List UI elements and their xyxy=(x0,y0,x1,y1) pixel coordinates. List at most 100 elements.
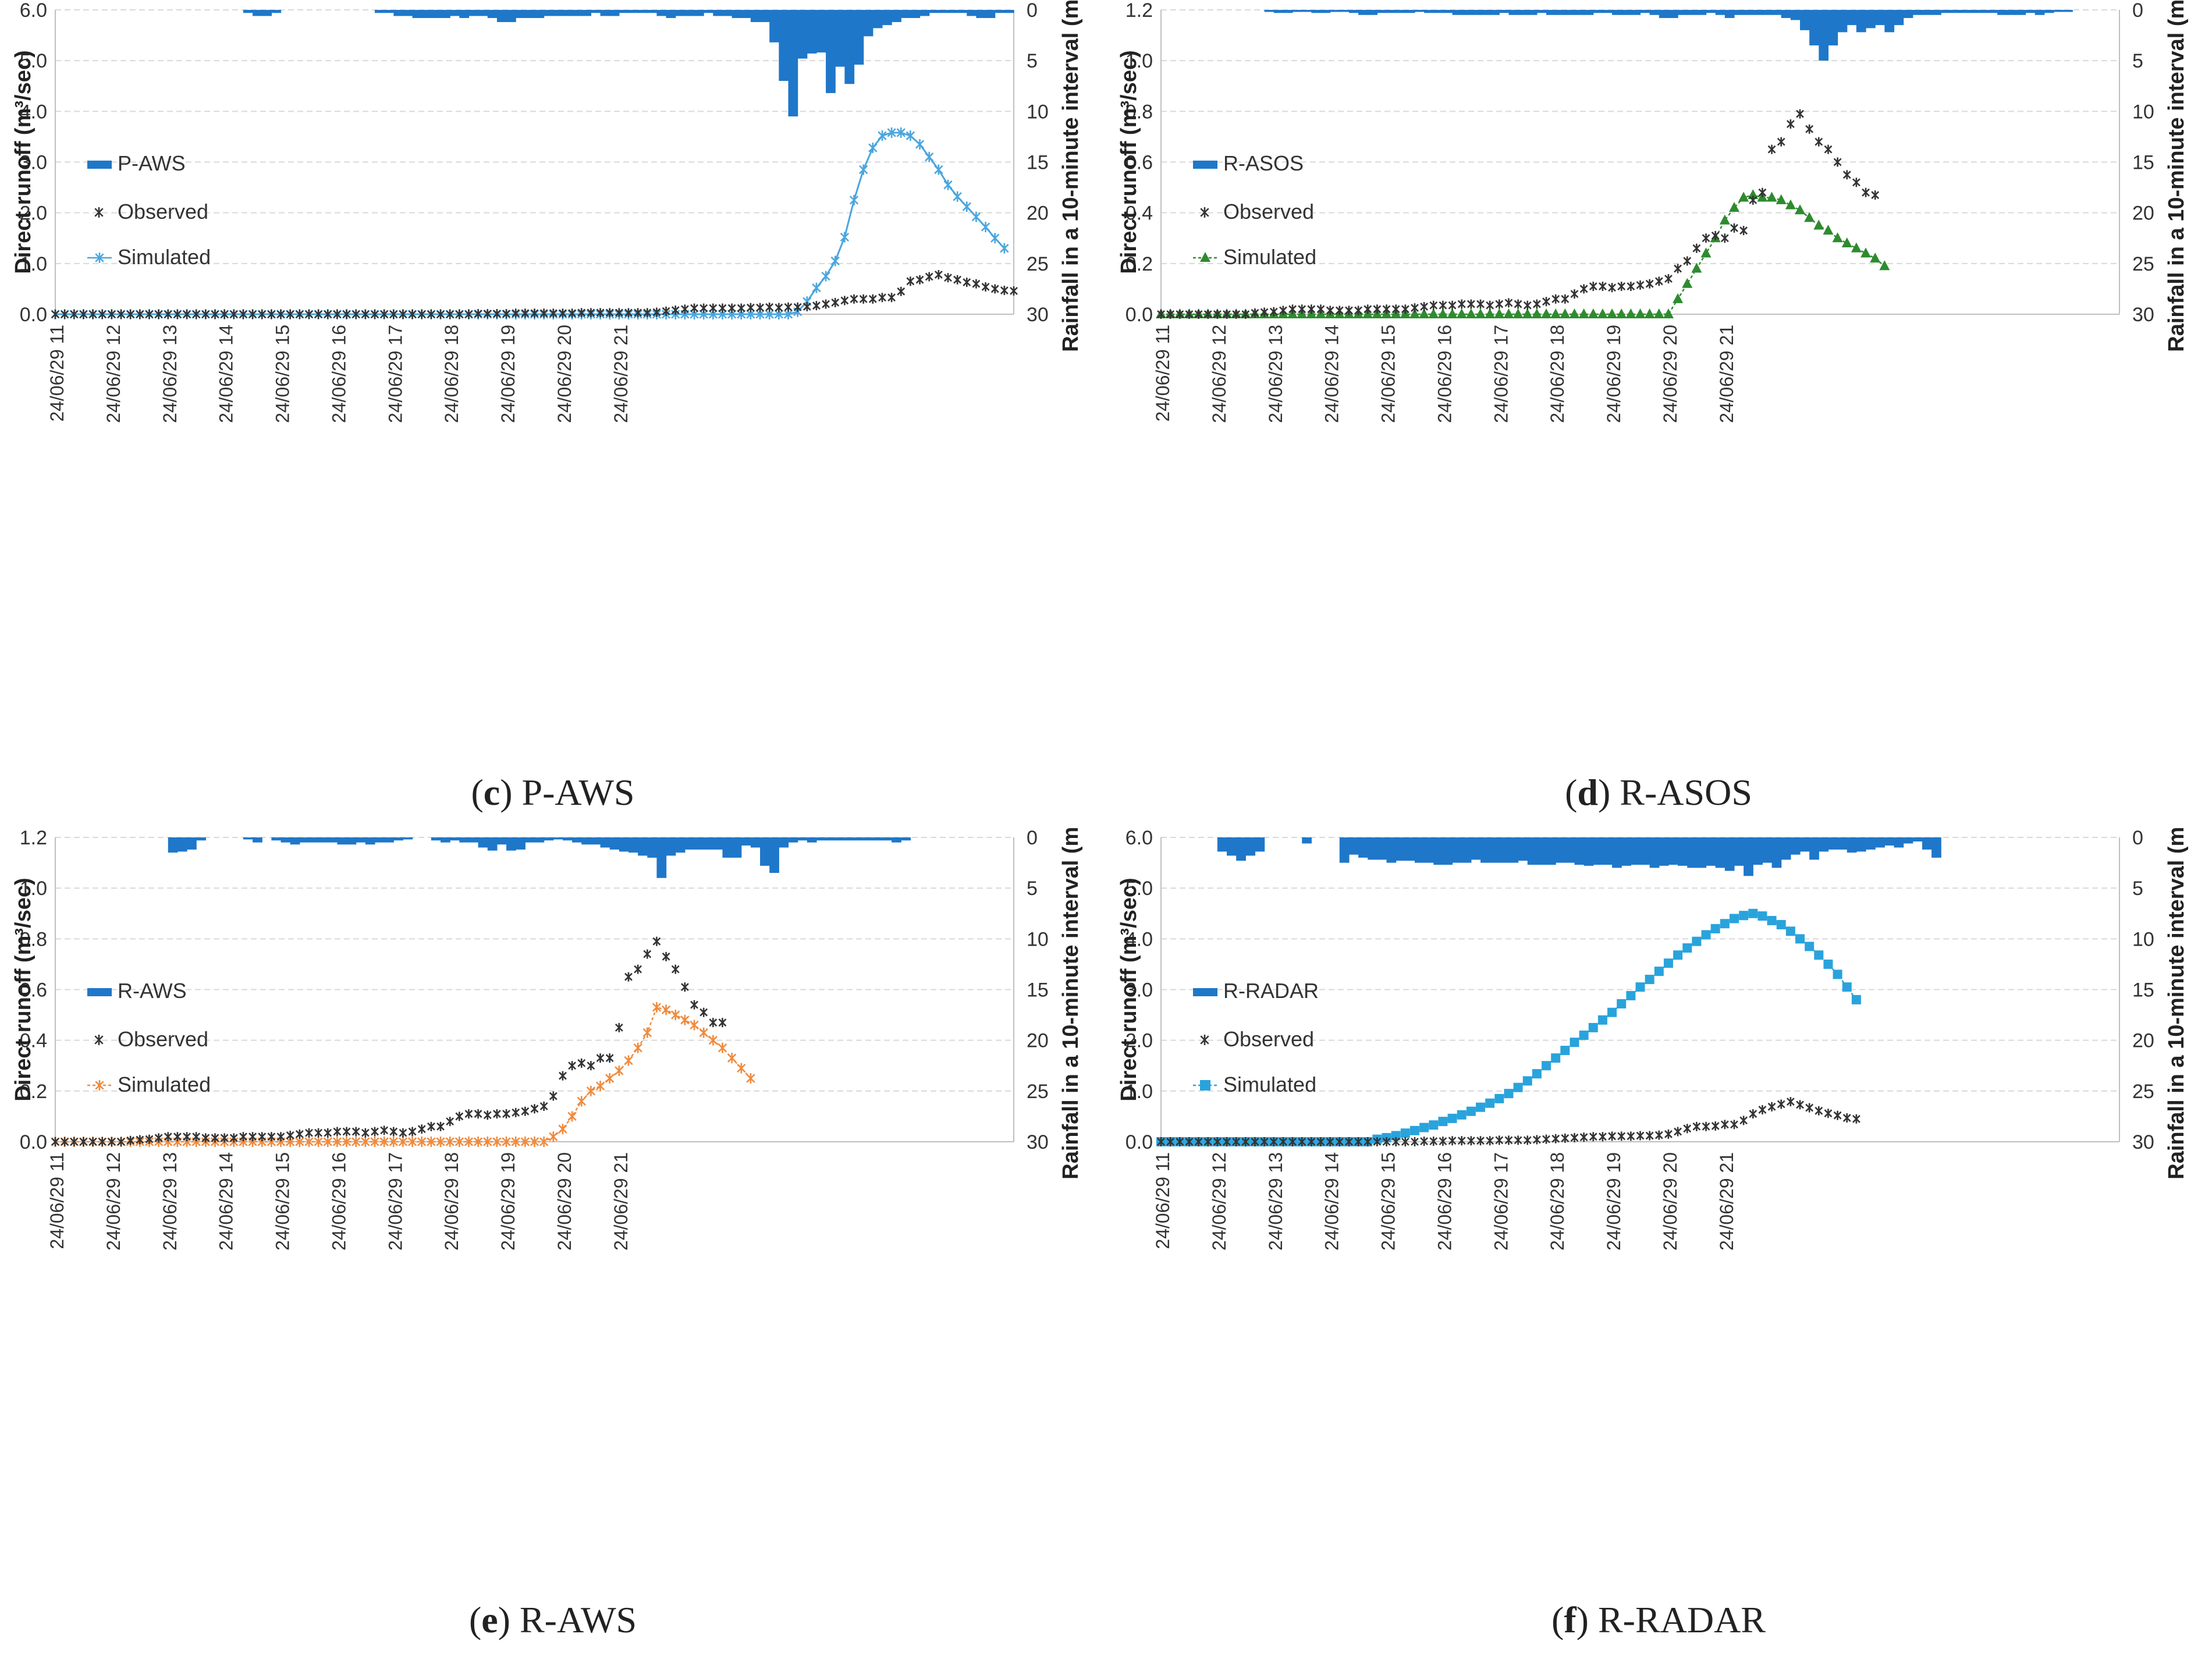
rain-bar-f-77 xyxy=(1884,837,1895,846)
observed-point-c-73 xyxy=(737,303,745,313)
observed-point-e-4 xyxy=(88,1137,97,1146)
rain-bar-e-80 xyxy=(807,837,817,843)
rain-bar-c-48 xyxy=(506,10,516,22)
rain-bar-c-20 xyxy=(243,10,253,13)
ytick-c-4: 4.0 xyxy=(20,101,47,123)
observed-point-e-59 xyxy=(605,1053,614,1063)
ytick-c-2: 2.0 xyxy=(20,203,47,225)
observed-point-d-10 xyxy=(1251,308,1259,318)
observed-point-c-14 xyxy=(183,310,191,319)
rain-bar-c-89 xyxy=(892,10,901,22)
rain-bar-f-80 xyxy=(1912,837,1923,841)
y2tick-f-2: 10 xyxy=(2132,928,2154,950)
observed-point-e-5 xyxy=(98,1137,106,1146)
rain-bar-f-42 xyxy=(1556,837,1565,863)
rain-bar-d-38 xyxy=(1518,10,1528,15)
observed-point-d-73 xyxy=(1842,170,1851,180)
xtick-d-4: 24/06/29 15 xyxy=(1378,325,1399,423)
observed-point-e-1 xyxy=(61,1137,69,1146)
observed-point-e-29 xyxy=(324,1128,332,1138)
xtick-e-8: 24/06/29 19 xyxy=(498,1152,519,1251)
rain-bar-d-33 xyxy=(1471,10,1481,15)
observed-point-d-60 xyxy=(1720,233,1729,243)
observed-point-e-49 xyxy=(512,1107,520,1117)
rain-bar-d-32 xyxy=(1461,10,1472,15)
observed-point-f-60 xyxy=(1720,1120,1729,1130)
rain-bar-d-74 xyxy=(1856,10,1866,33)
observed-point-e-39 xyxy=(417,1124,426,1134)
legend-rain-label-e: R-AWS xyxy=(118,979,187,1003)
rain-bar-e-34 xyxy=(375,837,385,843)
observed-point-c-13 xyxy=(173,310,182,319)
rain-bar-e-12 xyxy=(168,837,178,853)
observed-point-c-81 xyxy=(812,301,821,311)
simulated-point-f-30 xyxy=(1438,1117,1448,1127)
observed-point-f-48 xyxy=(1608,1131,1616,1141)
rain-bar-e-72 xyxy=(732,837,742,858)
rain-bar-f-67 xyxy=(1790,837,1801,855)
ytitle-left-c: Direct runoff (m³/sec) xyxy=(11,50,35,274)
observed-point-c-23 xyxy=(267,310,276,319)
rain-bar-c-41 xyxy=(441,10,450,18)
rain-bar-e-50 xyxy=(525,837,535,843)
observed-point-e-54 xyxy=(559,1071,567,1081)
observed-point-c-96 xyxy=(953,275,962,285)
legend-observed-marker-e xyxy=(94,1035,104,1045)
simulated-point-e-61 xyxy=(624,1055,633,1066)
rain-bar-d-52 xyxy=(1649,10,1660,15)
rain-bar-d-93 xyxy=(2035,10,2045,15)
caption-c: (c) P-AWS xyxy=(471,772,635,813)
rain-bar-c-86 xyxy=(863,10,874,37)
legend-sim-label-c: Simulated xyxy=(118,245,211,269)
simulated-point-c-89 xyxy=(887,127,896,138)
observed-point-e-11 xyxy=(154,1133,163,1143)
observed-point-e-23 xyxy=(267,1132,276,1142)
rain-bar-f-75 xyxy=(1866,837,1876,850)
simulated-point-d-36 xyxy=(1494,308,1505,318)
simulated-point-e-35 xyxy=(379,1137,389,1147)
observed-point-f-35 xyxy=(1486,1136,1494,1146)
simulated-point-f-31 xyxy=(1447,1113,1457,1123)
xtick-e-6: 24/06/29 17 xyxy=(385,1152,406,1251)
observed-point-e-36 xyxy=(389,1127,398,1137)
observed-point-e-71 xyxy=(718,1018,727,1028)
rain-bar-d-43 xyxy=(1565,10,1575,15)
simulated-point-f-29 xyxy=(1429,1120,1439,1130)
rain-bar-d-48 xyxy=(1612,10,1622,15)
rain-bar-e-30 xyxy=(337,837,347,845)
rain-bar-f-64 xyxy=(1762,837,1773,863)
rain-bar-c-101 xyxy=(1004,10,1014,13)
rain-bar-f-20 xyxy=(1348,837,1359,855)
xtick-c-7: 24/06/29 18 xyxy=(441,325,462,423)
rain-bar-c-85 xyxy=(854,10,864,65)
observed-point-d-62 xyxy=(1739,226,1748,236)
xtick-f-9: 24/06/29 20 xyxy=(1660,1152,1681,1251)
observed-point-c-6 xyxy=(107,310,116,319)
rain-bar-c-35 xyxy=(384,10,394,13)
observed-point-d-28 xyxy=(1420,301,1429,311)
rain-bar-d-35 xyxy=(1490,10,1500,15)
rain-bar-e-84 xyxy=(844,837,855,841)
rain-bar-d-17 xyxy=(1320,10,1331,13)
rain-bar-d-40 xyxy=(1536,10,1547,13)
simulated-point-e-50 xyxy=(520,1137,530,1147)
ytick-f-1: 1.0 xyxy=(1125,1081,1153,1103)
observed-point-d-74 xyxy=(1852,177,1861,187)
ytick-e-6: 1.2 xyxy=(20,828,47,849)
ytitle-right-e: Rainfall in a 10-minute interval (mm) xyxy=(1059,828,1083,1180)
simulated-point-d-73 xyxy=(1841,237,1852,247)
chart-f: 0.0 1.0 2.0 3.0 4.0 5.0 6.0 0 5 10 15 20 25 30 Direct … xyxy=(1117,828,2189,1251)
simulated-point-e-37 xyxy=(398,1137,408,1147)
observed-point-c-83 xyxy=(831,297,840,307)
observed-point-f-37 xyxy=(1504,1135,1513,1145)
rain-bar-c-96 xyxy=(957,10,967,13)
observed-point-c-80 xyxy=(803,301,811,311)
observed-point-c-92 xyxy=(915,275,924,285)
simulated-point-d-76 xyxy=(1870,253,1881,263)
simulated-point-f-74 xyxy=(1851,995,1861,1004)
rain-bar-d-41 xyxy=(1546,10,1556,15)
rain-bar-d-55 xyxy=(1678,10,1688,15)
rain-bar-f-62 xyxy=(1744,837,1753,876)
rain-bar-e-85 xyxy=(854,837,864,841)
observed-point-f-70 xyxy=(1815,1106,1823,1116)
